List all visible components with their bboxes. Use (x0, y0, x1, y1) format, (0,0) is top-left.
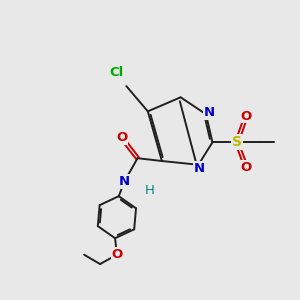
Text: Cl: Cl (110, 66, 124, 80)
Text: O: O (241, 110, 252, 122)
Text: N: N (194, 162, 205, 175)
Text: N: N (119, 175, 130, 188)
Text: O: O (116, 131, 127, 144)
Text: N: N (204, 106, 215, 119)
Text: O: O (241, 161, 252, 174)
Text: S: S (232, 135, 242, 149)
Text: H: H (145, 184, 154, 197)
Text: O: O (111, 248, 122, 261)
